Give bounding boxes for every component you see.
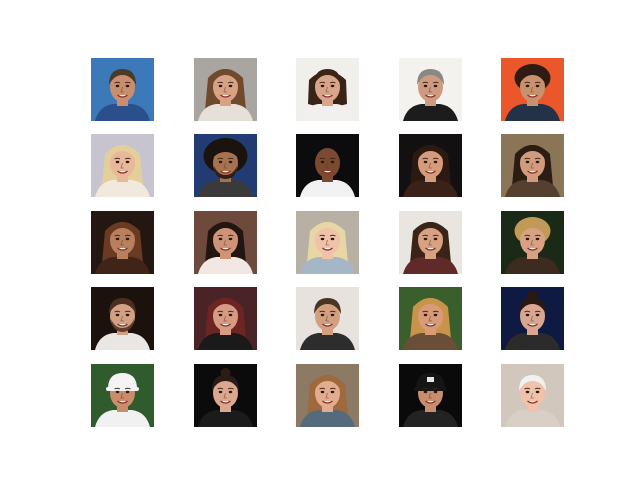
- face-thumbnail: [501, 211, 564, 274]
- face-thumbnail: [194, 287, 257, 350]
- face-image: [194, 364, 257, 427]
- face-image: [399, 364, 462, 427]
- face-thumbnail: [296, 134, 359, 197]
- face-thumbnail: [399, 58, 462, 121]
- face-image: [194, 287, 257, 350]
- face-image: [296, 211, 359, 274]
- face-image: [501, 58, 564, 121]
- face-image: [501, 211, 564, 274]
- face-thumbnail: [91, 58, 154, 121]
- face-thumbnail: [399, 134, 462, 197]
- face-thumbnail: [91, 134, 154, 197]
- face-image: [399, 287, 462, 350]
- face-thumbnail: [194, 58, 257, 121]
- face-image: [399, 58, 462, 121]
- face-image: [296, 287, 359, 350]
- face-image: [194, 211, 257, 274]
- face-image: [91, 58, 154, 121]
- face-thumbnail: [91, 211, 154, 274]
- face-image: [501, 134, 564, 197]
- face-image: [91, 287, 154, 350]
- face-thumbnail: [194, 134, 257, 197]
- face-thumbnail: [91, 364, 154, 427]
- face-image: [399, 134, 462, 197]
- face-thumbnail: [296, 211, 359, 274]
- face-thumbnail: [296, 364, 359, 427]
- face-thumbnail: [194, 211, 257, 274]
- face-thumbnail: [501, 134, 564, 197]
- face-thumbnail: [501, 58, 564, 121]
- face-thumbnail: [194, 364, 257, 427]
- face-image: [501, 364, 564, 427]
- face-image: [194, 58, 257, 121]
- face-thumbnail: [399, 211, 462, 274]
- face-thumbnail: [399, 287, 462, 350]
- face-thumbnail: [296, 58, 359, 121]
- face-thumbnail: [91, 287, 154, 350]
- face-image: [91, 364, 154, 427]
- face-thumbnail: [399, 364, 462, 427]
- face-image: [296, 134, 359, 197]
- face-thumbnail: [501, 364, 564, 427]
- face-thumbnail: [296, 287, 359, 350]
- face-image: [399, 211, 462, 274]
- face-image: [91, 211, 154, 274]
- face-image: [296, 58, 359, 121]
- face-image: [501, 287, 564, 350]
- face-thumbnail: [501, 287, 564, 350]
- face-image: [296, 364, 359, 427]
- face-image: [194, 134, 257, 197]
- face-image: [91, 134, 154, 197]
